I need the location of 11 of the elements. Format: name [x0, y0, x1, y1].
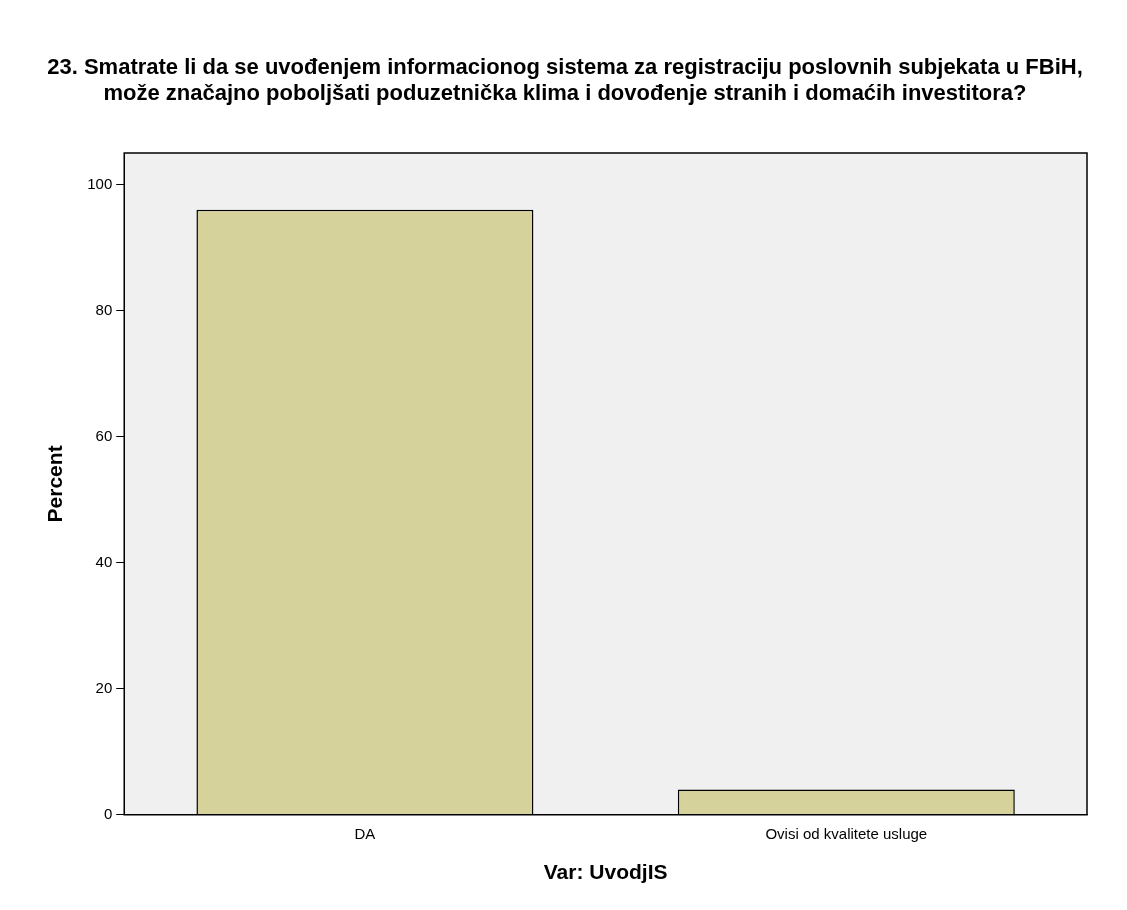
x-axis-title: Var: UvodjIS	[543, 860, 668, 884]
y-tick-label: 100	[87, 174, 113, 192]
chart-title: 23. Smatrate li da se uvođenjem informacionog sistema za registraciju poslovnih subjekata u FBiH, može značajno poboljšati poduzetnička klima i dovođenje stranih i domaćih investitora?	[46, 54, 1084, 106]
x-tick-label: Ovisi od kvalitete usluge	[765, 824, 928, 842]
y-tick-label: 0	[103, 804, 113, 822]
x-tick-label: DA	[354, 824, 376, 842]
y-tick-label: 40	[95, 552, 113, 570]
y-tick-label: 20	[95, 678, 113, 696]
y-tick-label: 60	[95, 426, 113, 444]
y-tick-label: 80	[95, 300, 113, 318]
y-axis-title: Percent	[43, 445, 67, 523]
